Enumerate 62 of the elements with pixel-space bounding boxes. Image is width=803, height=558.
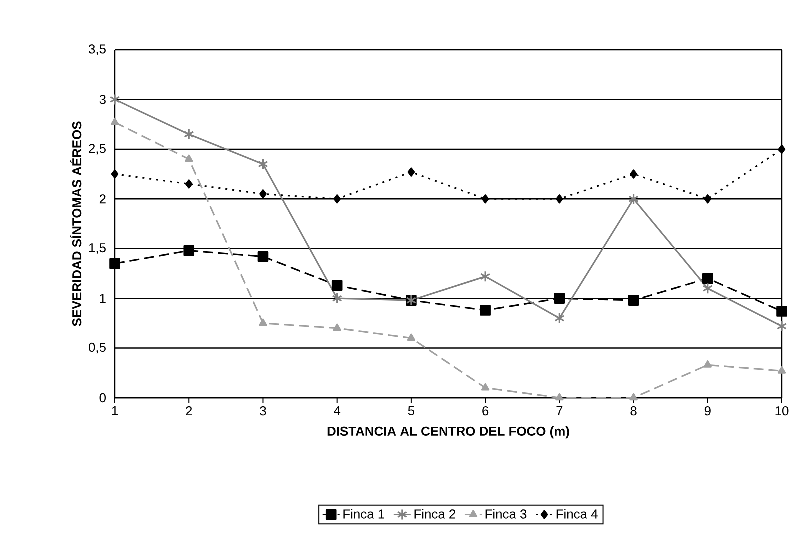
y-tick-label: 0 <box>100 393 106 403</box>
x-tick-label: 6 <box>482 406 489 416</box>
legend-label: Finca 4 <box>556 509 598 519</box>
point <box>776 320 788 332</box>
point <box>334 194 341 204</box>
point <box>258 158 268 170</box>
legend-label: Finca 2 <box>414 509 456 519</box>
y-tick-label: 1,5 <box>89 244 106 254</box>
x-tick-label: 8 <box>630 406 637 416</box>
point <box>185 154 194 162</box>
point <box>185 180 193 189</box>
point <box>408 168 416 177</box>
y-tick-label: 2 <box>100 194 106 204</box>
point <box>778 366 786 374</box>
point <box>704 360 712 368</box>
x-axis-title: DISTANCIA AL CENTRO DEL FOCO (m) <box>328 426 570 439</box>
legend-label: Finca 1 <box>344 509 384 519</box>
point <box>554 293 566 304</box>
y-tick-label: 3,5 <box>88 44 106 56</box>
point <box>630 170 638 179</box>
point <box>480 270 491 282</box>
y-tick-label: 1 <box>100 294 106 304</box>
point <box>111 170 119 179</box>
x-tick-label: 10 <box>776 406 789 416</box>
point <box>556 393 564 401</box>
point <box>556 194 564 204</box>
point <box>407 334 416 342</box>
point <box>260 190 267 199</box>
x-tick-label: 4 <box>334 406 341 416</box>
point <box>702 282 714 294</box>
x-tick-label: 9 <box>704 406 711 416</box>
x-tick-label: 2 <box>186 406 192 416</box>
point <box>333 324 342 332</box>
legend-label: Finca 3 <box>486 509 527 519</box>
x-tick-label: 5 <box>408 406 415 416</box>
point <box>258 251 269 262</box>
point <box>110 258 120 270</box>
point <box>110 94 120 106</box>
x-tick-label: 7 <box>556 406 563 416</box>
point <box>704 194 712 204</box>
point <box>554 312 565 324</box>
point <box>480 305 491 316</box>
point <box>776 306 788 317</box>
x-tick-label: 3 <box>260 406 266 416</box>
y-axis-title: SEVERIDAD SÍNTOMAS AÉREOS <box>70 122 82 326</box>
point <box>702 273 714 284</box>
point <box>332 292 342 304</box>
point <box>184 245 195 256</box>
y-tick-label: 0,5 <box>88 342 106 354</box>
point <box>778 144 786 154</box>
point <box>259 318 268 326</box>
point <box>482 194 490 204</box>
x-tick-label: 1 <box>112 406 118 416</box>
point <box>184 128 194 140</box>
y-tick-label: 2,5 <box>89 144 106 155</box>
y-tick-label: 3 <box>100 95 106 104</box>
point <box>630 393 638 401</box>
point <box>628 295 640 306</box>
point <box>628 193 639 205</box>
point <box>481 383 490 391</box>
point <box>332 280 343 292</box>
point <box>110 118 120 126</box>
